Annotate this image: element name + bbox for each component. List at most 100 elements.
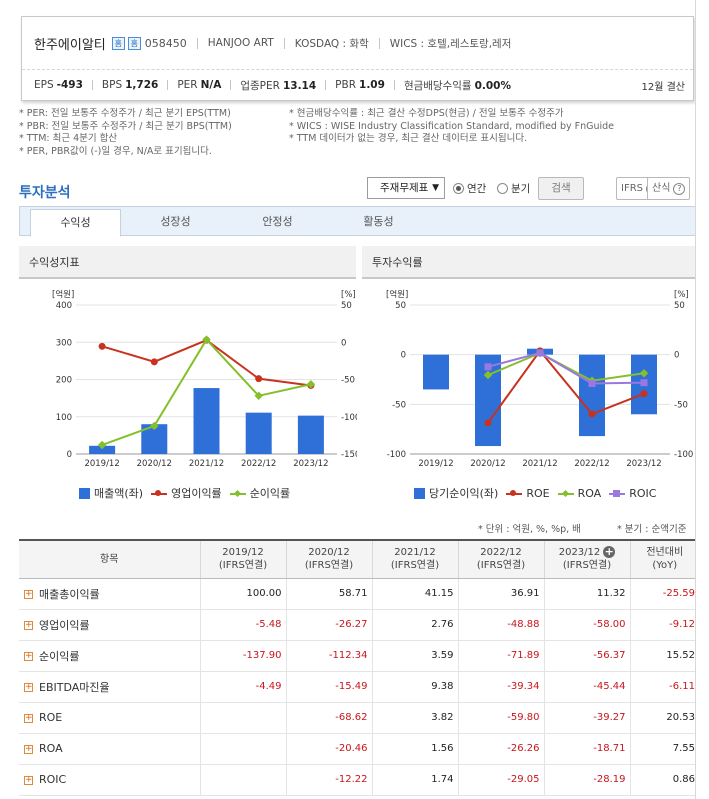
expand-plus-icon[interactable]: + <box>24 589 33 599</box>
header-year: 2019/12 (IFRS연결) <box>199 539 286 579</box>
legend-swatch <box>414 487 425 499</box>
table-cell: 3.59 <box>371 640 458 672</box>
tab-growth[interactable]: 성장성 <box>160 215 191 228</box>
table-cell: -20.46 <box>285 733 372 765</box>
scrollbar-track[interactable] <box>695 0 709 799</box>
table-cell: 20.53 <box>629 702 699 734</box>
table-cell: -25.59 <box>629 578 699 610</box>
left-tick-label: -50 <box>392 400 406 410</box>
left-tick-label: 100 <box>56 413 72 423</box>
table-row[interactable]: + EBITDA마진율 -4.49 -15.49 9.38 -39.34 -45.44 -6.… <box>19 671 699 703</box>
header-year: 2020/12 (IFRS연결) <box>285 539 372 579</box>
table-cell: 9.38 <box>371 671 458 703</box>
row-label[interactable]: + ROIC <box>19 764 200 796</box>
table-cell: -68.62 <box>285 702 372 734</box>
tab-activity[interactable]: 활동성 <box>363 215 394 228</box>
panel-header-returns: 투자수익률 <box>362 246 699 279</box>
company-name[interactable]: 한주에이알티 <box>34 37 106 53</box>
expand-plus-icon[interactable]: + <box>24 620 33 630</box>
radio-quarter-dot[interactable] <box>497 183 508 194</box>
row-label[interactable]: + 매출총이익률 <box>19 578 200 610</box>
divider <box>378 37 380 49</box>
table-header-row: 항목 2019/12 (IFRS연결) 2020/12 (IFRS연결) 2021/… <box>19 539 699 579</box>
data-point <box>640 379 648 387</box>
expand-plus-icon[interactable]: + <box>24 651 33 661</box>
note-line: * 현금배당수익률 : 최근 결산 수정DPS(현금) / 전일 보통주 수정주… <box>289 108 564 119</box>
row-name: 영업이익률 <box>39 618 90 632</box>
table-row[interactable]: + 매출총이익률 100.00 58.71 41.15 36.91 11.32 -25.59 <box>19 578 699 610</box>
left-tick-label: 200 <box>56 376 72 386</box>
row-label[interactable]: + ROA <box>19 733 200 765</box>
table-row[interactable]: + 영업이익률 -5.48 -26.27 2.76 -48.88 -58.00 -9.12 <box>19 609 699 641</box>
company-eng-name: HANJOO ART <box>207 37 274 49</box>
legend-item[interactable]: 매출액(좌) <box>79 485 143 501</box>
data-point <box>588 410 596 418</box>
table-cell: -12.22 <box>285 764 372 796</box>
table-row[interactable]: + 순이익률 -137.90 -112.34 3.59 -71.89 -56.37 15.52 <box>19 640 699 672</box>
metric-eps: EPS -493 <box>34 79 83 91</box>
x-tick-label: 2022/12 <box>574 459 609 469</box>
expand-plus-icon[interactable]: + <box>24 712 33 723</box>
ifrs-label: IFRS <box>621 183 643 194</box>
chevron-down-icon: ▼ <box>432 183 439 193</box>
row-label[interactable]: + 영업이익률 <box>19 609 200 641</box>
building-icon[interactable]: 홈 <box>127 36 141 50</box>
note-line: * WICS : WISE Industry Classification St… <box>289 120 615 132</box>
radio-annual[interactable]: 연간 <box>453 181 486 196</box>
bar <box>89 445 116 454</box>
divider <box>393 80 395 90</box>
profitability-chart: 400 300 200 100 0 50 0 -50 -100 -150 [억원] [%] 2019/1… <box>52 289 357 469</box>
header-year: 2022/12 (IFRS연결) <box>457 539 544 579</box>
tab-stability[interactable]: 안정성 <box>262 215 293 228</box>
row-label[interactable]: + 순이익률 <box>19 640 200 672</box>
x-tick-label: 2023/12 <box>293 459 328 469</box>
x-tick-label: 2019/12 <box>418 459 453 469</box>
table-cell: 100.00 <box>199 578 286 610</box>
search-button[interactable]: 검색 <box>538 177 584 200</box>
left-tick-label: -100 <box>387 450 406 460</box>
table-cell: 41.15 <box>371 578 458 610</box>
table-cell: -39.34 <box>457 671 544 703</box>
row-label[interactable]: + ROE <box>19 702 200 734</box>
table-cell <box>199 702 286 734</box>
profitability-table: 항목 2019/12 (IFRS연결) 2020/12 (IFRS연결) 2021/… <box>19 539 699 796</box>
right-tick-label: 50 <box>674 301 685 311</box>
metric-bps: BPS 1,726 <box>101 79 159 91</box>
metric-dividend-yield: 현금배당수익률 0.00% <box>403 79 511 92</box>
wics-info: WICS : 호텔,레스토랑,레저 <box>389 37 512 50</box>
table-row[interactable]: + ROA -20.46 1.56 -26.26 -18.71 7.55 <box>19 733 699 765</box>
header-yoy: 전년대비 (YoY) <box>629 539 699 579</box>
legend-item[interactable]: ROA <box>557 487 601 500</box>
table-row[interactable]: + ROE -68.62 3.82 -59.80 -39.27 20.53 <box>19 702 699 734</box>
legend-item[interactable]: 순이익률 <box>229 485 290 501</box>
expand-plus-icon[interactable]: + <box>24 682 33 692</box>
table-cell: -39.27 <box>543 702 630 734</box>
expand-plus-icon[interactable]: + <box>24 743 33 754</box>
expand-plus-icon[interactable]: + <box>603 545 616 559</box>
legend-item[interactable]: ROE <box>506 487 550 500</box>
series-line <box>487 352 645 382</box>
legend-item[interactable]: 당기순이익(좌) <box>414 485 498 501</box>
home-icon[interactable]: 홈 <box>111 36 125 50</box>
formula-help-button[interactable]: 산식? <box>647 177 691 200</box>
legend-swatch <box>151 489 168 498</box>
legend-item[interactable]: 영업이익률 <box>151 485 222 501</box>
unit-note: * 단위 : 억원, %, %p, 배 <box>478 524 581 535</box>
table-cell: -112.34 <box>285 640 372 672</box>
legend-item[interactable]: ROIC <box>609 487 656 500</box>
tab-profitability[interactable]: 수익성 <box>30 209 121 237</box>
x-tick-label: 2019/12 <box>84 459 119 469</box>
left-tick-label: 50 <box>395 301 406 311</box>
radio-quarter[interactable]: 분기 <box>497 181 530 196</box>
table-cell: 36.91 <box>457 578 544 610</box>
left-tick-label: 400 <box>56 301 72 311</box>
table-row[interactable]: + ROIC -12.22 1.74 -29.05 -28.19 0.86 <box>19 764 699 796</box>
expand-plus-icon[interactable]: + <box>24 774 33 785</box>
right-tick-label: 0 <box>674 351 679 361</box>
card-divider <box>22 69 693 70</box>
bar <box>245 412 272 454</box>
statement-select[interactable]: 주재무제표 ▼ <box>367 177 445 199</box>
row-label[interactable]: + EBITDA마진율 <box>19 671 200 703</box>
header-year: 2023/12 + (IFRS연결) <box>543 539 630 579</box>
radio-annual-dot[interactable] <box>453 183 464 194</box>
